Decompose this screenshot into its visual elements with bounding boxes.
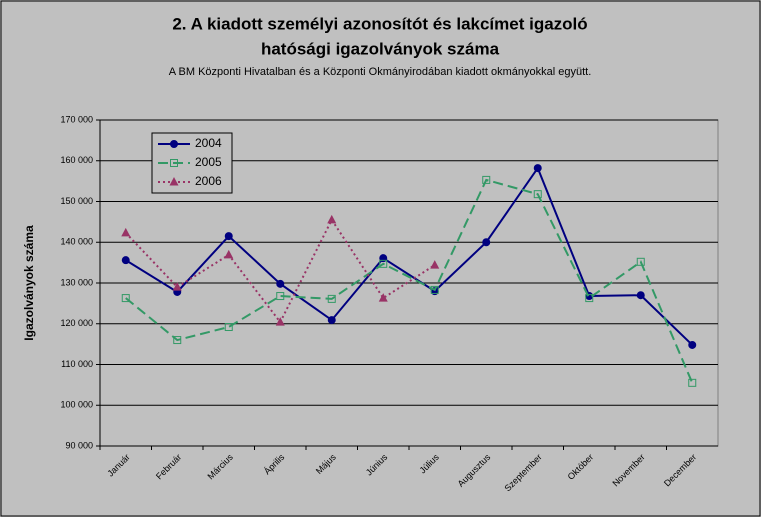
legend-label: 2005 (195, 155, 222, 169)
data-point (533, 190, 542, 199)
data-point (170, 159, 178, 167)
data-point (688, 340, 697, 349)
y-tick-label: 170 000 (60, 114, 93, 124)
data-point (224, 232, 233, 241)
chart-title: hatósági igazolványok száma (261, 39, 500, 58)
data-point (169, 177, 179, 186)
data-point (224, 323, 233, 332)
y-tick-label: 160 000 (60, 155, 93, 165)
y-tick-label: 150 000 (60, 196, 93, 206)
data-point (430, 285, 439, 294)
data-point (327, 214, 337, 224)
y-tick-label: 130 000 (60, 277, 93, 287)
y-tick-label: 90 000 (65, 440, 93, 450)
data-point (121, 256, 130, 265)
data-point (482, 175, 491, 184)
data-point (688, 378, 697, 387)
series-line (125, 178, 694, 384)
data-point (276, 292, 285, 301)
data-point (585, 294, 594, 303)
data-point (170, 140, 178, 148)
data-point (121, 227, 131, 237)
data-point (121, 294, 130, 303)
y-axis-title: Igazolványok száma (22, 225, 36, 341)
legend-label: 2006 (195, 174, 222, 188)
data-point (327, 316, 336, 325)
data-point (378, 293, 388, 302)
data-point (636, 257, 645, 266)
data-point (327, 294, 336, 303)
data-point (379, 259, 388, 268)
y-tick-label: 100 000 (60, 400, 93, 410)
data-point (172, 282, 182, 291)
data-point (276, 279, 285, 288)
data-point (275, 317, 285, 326)
data-point (430, 260, 440, 269)
legend-label: 2004 (195, 136, 222, 150)
y-tick-label: 140 000 (60, 237, 93, 247)
y-tick-label: 120 000 (60, 318, 93, 328)
chart-title: 2. A kiadott személyi azonosítót és lakc… (172, 14, 587, 33)
data-point (173, 336, 182, 345)
data-point (533, 164, 542, 173)
series-line (125, 165, 693, 346)
chart-subtitle: A BM Központi Hivatalban és a Központi O… (169, 66, 592, 78)
data-point (636, 291, 645, 300)
y-tick-label: 110 000 (61, 359, 93, 369)
data-point (482, 238, 491, 247)
data-point (224, 249, 234, 259)
